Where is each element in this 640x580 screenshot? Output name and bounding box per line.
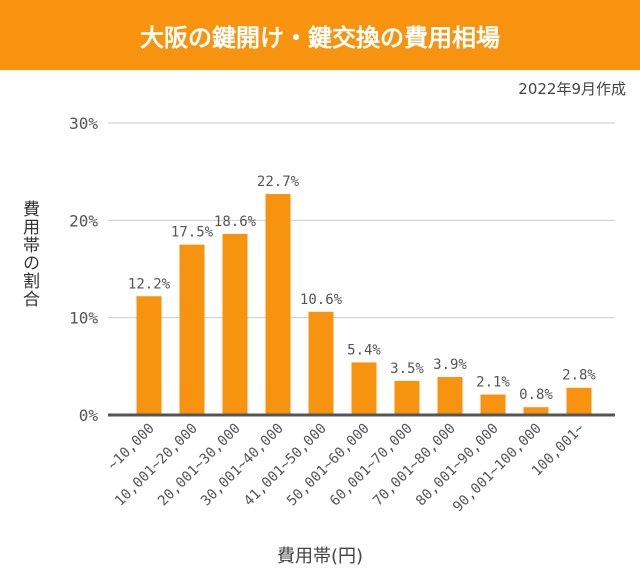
y-tick-label: 0% (79, 406, 99, 425)
y-tick-label: 20% (69, 211, 98, 230)
bar (222, 233, 248, 415)
data-label: 22.7% (257, 174, 300, 190)
chart-subtitle: 2022年9月作成 (518, 80, 626, 98)
bar (523, 407, 549, 415)
y-tick-label: 30% (69, 114, 98, 133)
y-axis-label: 費用帯の割合 (19, 200, 39, 308)
data-label: 2.8% (562, 368, 596, 384)
data-label: 3.5% (390, 361, 424, 377)
bar (265, 194, 291, 415)
bar (179, 244, 205, 415)
bar (351, 362, 377, 415)
bar (480, 394, 506, 415)
bar (136, 296, 162, 415)
chart-title: 大阪の鍵開け・鍵交換の費用相場 (0, 0, 640, 70)
data-label: 12.2% (128, 276, 171, 292)
bar (566, 387, 592, 415)
y-tick-label: 10% (69, 309, 98, 328)
x-axis-label: 費用帯(円) (276, 546, 364, 567)
data-label: 0.8% (519, 387, 553, 403)
bar (437, 377, 463, 415)
bar (308, 311, 334, 415)
data-label: 2.1% (476, 375, 510, 391)
data-label: 10.6% (300, 292, 343, 308)
data-label: 3.9% (433, 357, 467, 373)
data-label: 17.5% (171, 225, 214, 241)
data-label: 18.6% (214, 214, 257, 230)
data-label: 5.4% (347, 342, 381, 358)
bar (394, 380, 420, 415)
